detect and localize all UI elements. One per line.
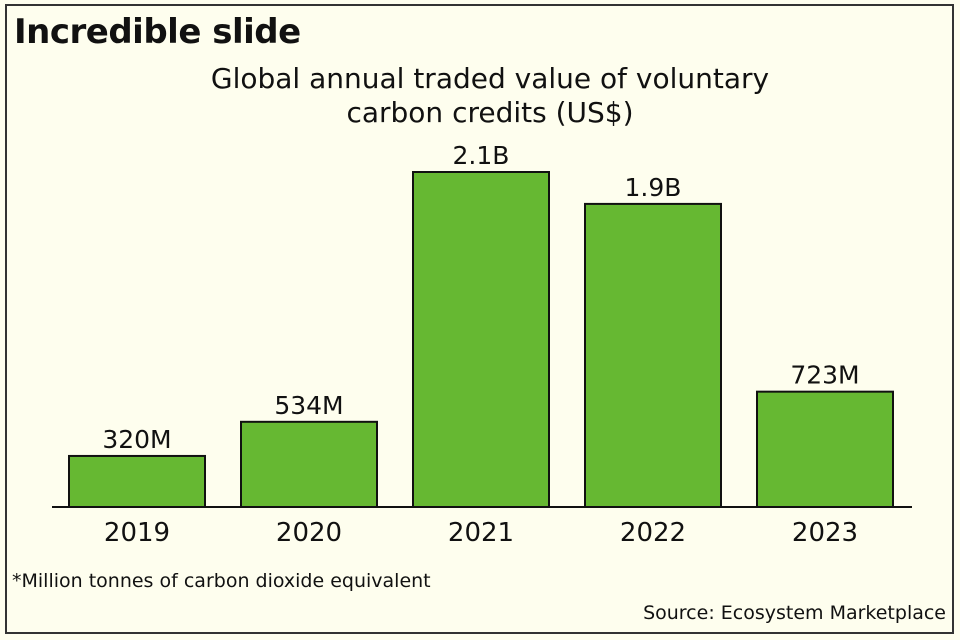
chart-title-line-1: Global annual traded value of voluntary: [210, 62, 770, 95]
x-tick-label-2020: 2020: [276, 518, 342, 548]
chart-title-line-2: carbon credits (US$): [346, 96, 634, 129]
bar-2020: [240, 420, 378, 509]
footnote: *Million tonnes of carbon dioxide equiva…: [12, 570, 431, 592]
data-label-2020: 534M: [274, 391, 343, 420]
bar-2019: [68, 454, 206, 509]
chart-title: Global annual traded value of voluntary …: [0, 62, 960, 130]
data-label-2023: 723M: [790, 361, 859, 390]
bar-2022: [584, 202, 722, 508]
data-label-2021: 2.1B: [453, 141, 510, 170]
data-label-2022: 1.9B: [625, 173, 682, 202]
x-tick-label-2021: 2021: [448, 518, 514, 548]
data-label-2019: 320M: [102, 425, 171, 454]
x-tick-label-2023: 2023: [792, 518, 858, 548]
source-note: Source: Ecosystem Marketplace: [643, 602, 946, 624]
x-tick-label-2019: 2019: [104, 518, 170, 548]
bar-2023: [756, 390, 894, 508]
x-tick-label-2022: 2022: [620, 518, 686, 548]
slide-heading: Incredible slide: [14, 12, 301, 52]
bar-2021: [412, 171, 550, 508]
slide-frame: [5, 4, 954, 634]
